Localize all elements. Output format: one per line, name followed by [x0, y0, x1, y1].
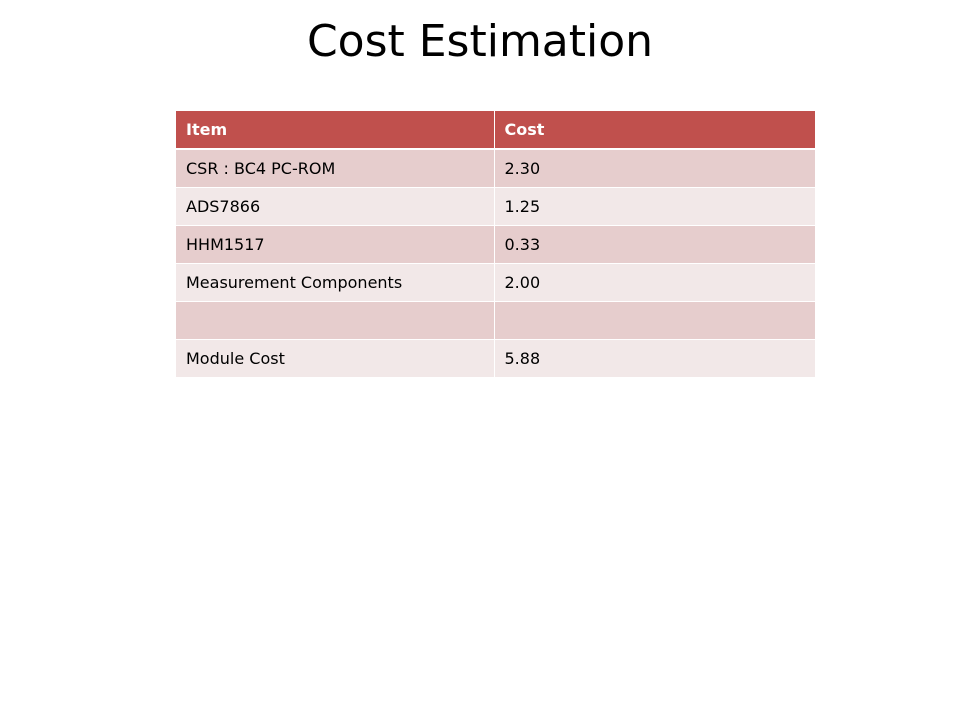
table-header-row: Item Cost: [176, 111, 816, 150]
table-row-total: Module Cost 5.88: [176, 339, 816, 378]
item-cell: HHM1517: [176, 225, 495, 264]
item-cell: Module Cost: [176, 339, 495, 378]
item-cell: ADS7866: [176, 187, 495, 226]
table-row: HHM1517 0.33: [176, 225, 816, 264]
cost-cell: 0.33: [494, 225, 816, 264]
page-title: Cost Estimation: [306, 16, 654, 67]
cost-cell: 2.00: [494, 263, 816, 302]
item-cell: CSR : BC4 PC-ROM: [176, 149, 495, 188]
cost-cell: 2.30: [494, 149, 816, 188]
item-cell: [176, 301, 495, 340]
cost-cell: [494, 301, 816, 340]
cost-cell: 1.25: [494, 187, 816, 226]
table-row: ADS7866 1.25: [176, 187, 816, 226]
table-row: Measurement Components 2.00: [176, 263, 816, 302]
header-item: Item: [176, 111, 495, 150]
table-row: [176, 301, 816, 340]
cost-cell: 5.88: [494, 339, 816, 378]
cost-table: Item Cost CSR : BC4 PC-ROM 2.30 ADS7866 …: [176, 111, 816, 378]
header-cost: Cost: [494, 111, 816, 150]
table-row: CSR : BC4 PC-ROM 2.30: [176, 149, 816, 188]
item-cell: Measurement Components: [176, 263, 495, 302]
